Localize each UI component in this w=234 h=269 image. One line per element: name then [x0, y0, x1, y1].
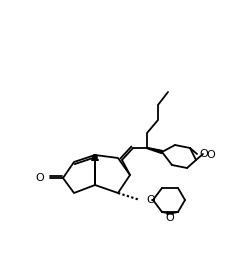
- Text: O: O: [199, 149, 208, 159]
- Polygon shape: [147, 147, 162, 153]
- Text: O: O: [206, 150, 215, 160]
- Text: O: O: [146, 195, 155, 205]
- Text: O: O: [166, 213, 174, 223]
- Text: O: O: [35, 173, 44, 183]
